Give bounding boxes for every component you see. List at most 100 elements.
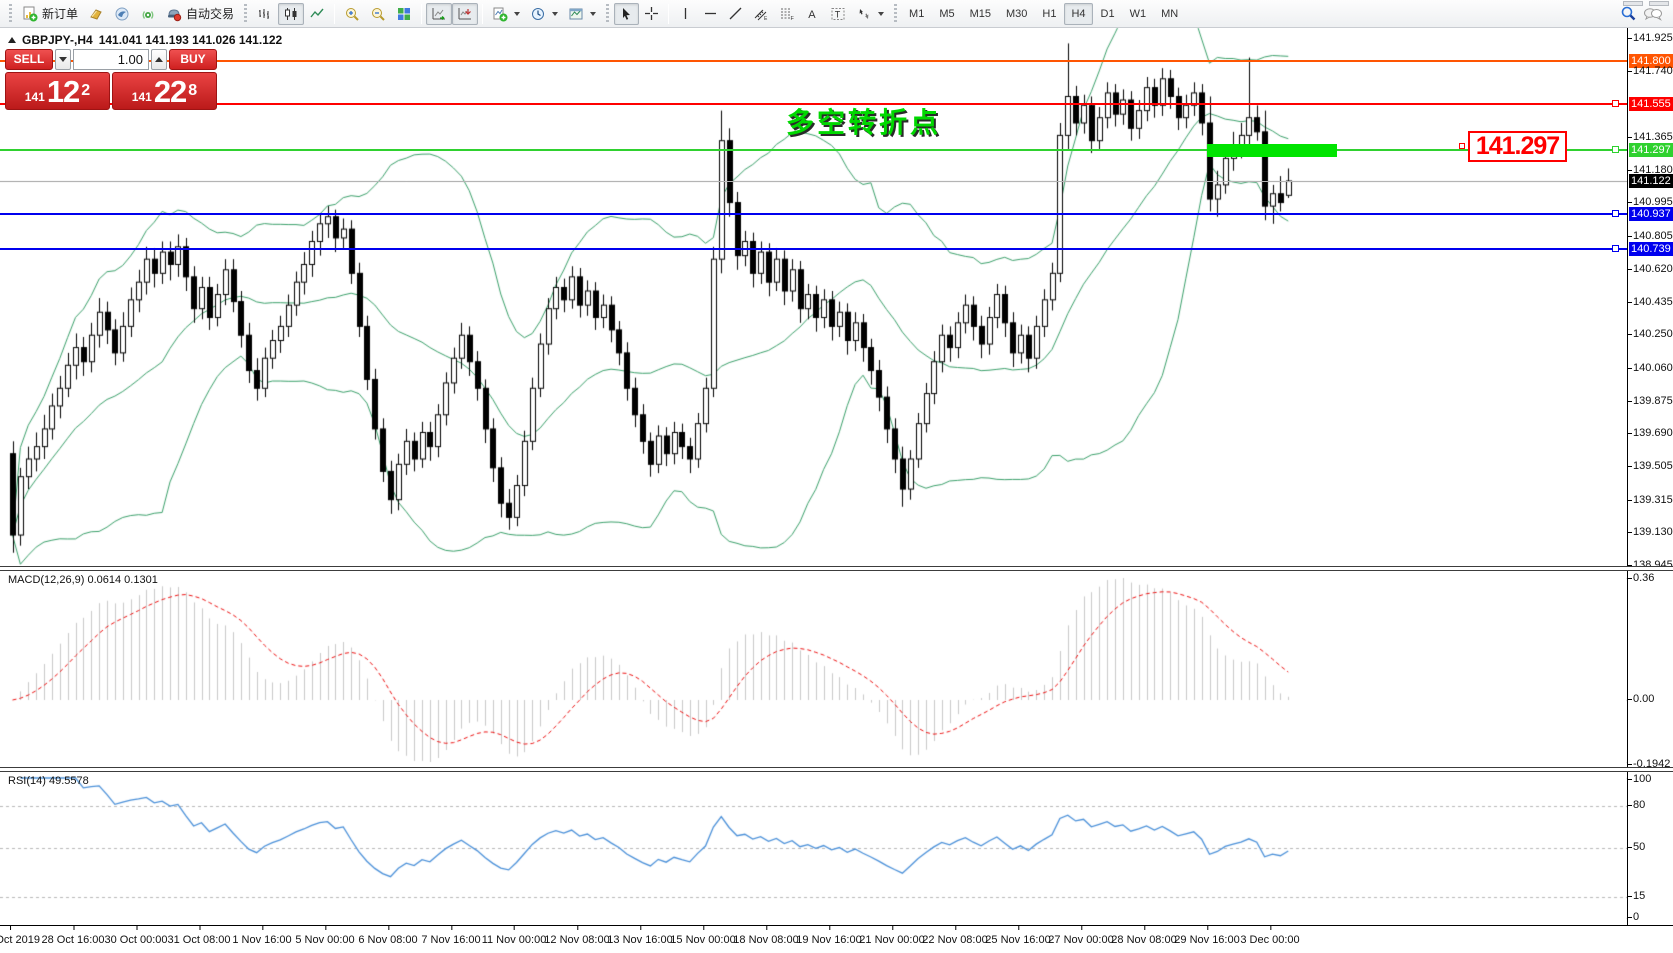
line-chart-button[interactable]	[304, 3, 330, 25]
templates-button[interactable]	[563, 3, 601, 25]
price-tick-139.690: 139.690	[1628, 427, 1673, 440]
time-label: 31 Oct 08:00	[167, 926, 231, 946]
toolbar-grip[interactable]	[7, 3, 14, 24]
vertical-line-button[interactable]	[673, 3, 698, 25]
hline-141.122[interactable]	[0, 181, 1627, 182]
line-handle-141.555[interactable]	[1612, 100, 1619, 107]
toolbar-grip-4[interactable]	[892, 3, 900, 24]
turning-point-annotation[interactable]: 多空转折点	[786, 107, 942, 138]
hline-140.937[interactable]	[0, 213, 1627, 215]
volume-increase-button[interactable]	[151, 49, 167, 70]
clock-icon	[532, 7, 545, 20]
cursor-button[interactable]	[614, 2, 640, 25]
timeframe-d1[interactable]: D1	[1094, 3, 1122, 25]
hline-141.555[interactable]	[0, 103, 1627, 105]
rsi-axis-80: 80	[1627, 799, 1646, 811]
indicators-button[interactable]	[487, 3, 525, 25]
time-label: 25 Nov 16:00	[985, 926, 1051, 946]
price-axis[interactable]: 0.36 0.00 -0.1942 100 80 50 15 0 141.800…	[1627, 28, 1673, 925]
autotrading-button[interactable]: 自动交易	[161, 3, 239, 25]
price-tick-140.060: 140.060	[1628, 361, 1673, 374]
timeframe-m5[interactable]: M5	[932, 3, 961, 25]
price-tag-handle[interactable]	[1459, 143, 1465, 149]
line-handle-141.297[interactable]	[1612, 146, 1619, 153]
buy-price-box[interactable]: 141 22 8	[112, 72, 217, 110]
chat-icon[interactable]	[1643, 6, 1663, 22]
toolbar-separator	[482, 3, 484, 24]
periods-button[interactable]	[525, 3, 563, 25]
svg-text:T: T	[835, 9, 841, 19]
timeframe-h4[interactable]: H4	[1064, 2, 1093, 25]
sell-button[interactable]: SELL	[5, 49, 53, 70]
rsi-value: 49.5578	[48, 775, 89, 787]
autotrading-label: 自动交易	[186, 7, 235, 21]
horizontal-line-button[interactable]	[698, 3, 723, 25]
auto-scroll-button[interactable]	[426, 2, 453, 25]
community-button[interactable]	[109, 3, 135, 25]
sell-price-box[interactable]: 141 12 2	[5, 72, 110, 110]
zoom-out-button[interactable]	[365, 3, 391, 25]
new-order-button[interactable]: 新订单	[17, 3, 83, 25]
zoom-in-icon	[346, 7, 359, 21]
chart-shift-button[interactable]	[452, 2, 479, 25]
time-label: 5 Nov 00:00	[295, 926, 355, 946]
price-badge-141.555: 141.555	[1629, 97, 1673, 111]
candlestick-chart-button[interactable]	[278, 2, 305, 25]
timeframe-h1[interactable]: H1	[1035, 3, 1063, 25]
hline-140.739[interactable]	[0, 248, 1627, 250]
zoom-in-button[interactable]	[339, 3, 365, 25]
price-badge-141.297: 141.297	[1629, 143, 1673, 157]
window-restore-button[interactable]	[1623, 1, 1643, 6]
trend-line-icon	[729, 7, 742, 20]
text-button[interactable]: A	[800, 3, 825, 25]
collapse-panel-icon[interactable]	[8, 37, 16, 43]
arrows-button[interactable]	[851, 3, 889, 25]
time-label: 28 Oct 16:00	[41, 926, 105, 946]
rsi-panel-splitter[interactable]	[0, 767, 1673, 772]
price-tag-box[interactable]: 141.297	[1468, 131, 1567, 162]
hline-141.800[interactable]	[0, 60, 1627, 62]
fibonacci-button[interactable]: F	[774, 3, 800, 25]
timeframe-m15[interactable]: M15	[963, 3, 998, 25]
timeframe-w1[interactable]: W1	[1123, 3, 1154, 25]
text-label-button[interactable]: T	[825, 3, 851, 25]
price-tick-140.435: 140.435	[1628, 295, 1673, 308]
line-handle-140.739[interactable]	[1612, 245, 1619, 252]
svg-text:A: A	[808, 9, 816, 21]
buy-button[interactable]: BUY	[169, 49, 217, 70]
rsi-axis-100: 100	[1627, 773, 1652, 785]
timeframe-m1[interactable]: M1	[902, 3, 931, 25]
equidistant-channel-button[interactable]: E	[748, 3, 774, 25]
volume-decrease-button[interactable]	[55, 49, 71, 70]
rsi-axis-0: 0	[1627, 911, 1640, 923]
line-handle-140.937[interactable]	[1612, 210, 1619, 217]
tile-windows-button[interactable]	[391, 3, 417, 25]
hline-141.297[interactable]	[0, 149, 1627, 151]
timeframe-mn[interactable]: MN	[1154, 3, 1185, 25]
price-badge-140.937: 140.937	[1629, 207, 1673, 221]
price-badge-141.800: 141.800	[1629, 54, 1673, 68]
signals-button[interactable]	[135, 3, 161, 25]
price-tick-139.505: 139.505	[1628, 459, 1673, 472]
time-label: 13 Nov 16:00	[607, 926, 673, 946]
toolbar-grip-3[interactable]	[604, 3, 612, 24]
macd-panel-splitter[interactable]	[0, 566, 1673, 571]
toolbar-grip-2[interactable]	[242, 3, 250, 24]
market-book-button[interactable]	[83, 3, 109, 25]
price-tick-141.180: 141.180	[1628, 163, 1673, 176]
volume-input[interactable]: 1.00	[73, 49, 149, 70]
crosshair-button[interactable]	[639, 3, 664, 25]
tile-windows-icon	[398, 7, 411, 20]
bar-chart-button[interactable]	[252, 3, 278, 25]
symbol-title: GBPJPY-,H4	[22, 33, 93, 47]
timeframe-m30[interactable]: M30	[999, 3, 1034, 25]
highlight-bar[interactable]	[1207, 143, 1337, 157]
window-close-button[interactable]	[1649, 1, 1669, 6]
search-icon[interactable]	[1620, 5, 1637, 22]
trend-line-button[interactable]	[723, 3, 748, 25]
channel-icon: E	[754, 9, 768, 22]
vertical-line-icon	[684, 8, 687, 19]
gold-book-icon	[90, 8, 102, 20]
